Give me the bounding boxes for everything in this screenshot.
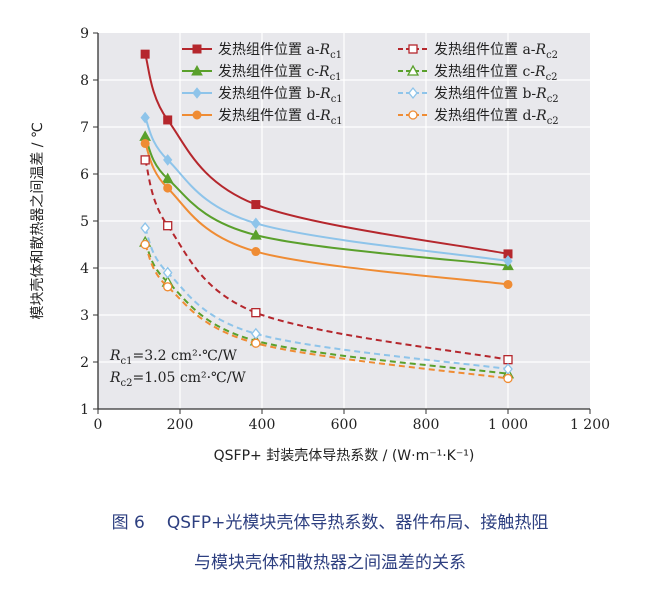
legend-marker: [408, 86, 418, 100]
caption-text-1: QSFP+光模块壳体导热系数、器件布局、接触热阻: [166, 513, 549, 533]
caption-text-2: 与模块壳体和散热器之间温差的关系: [194, 553, 466, 573]
legend-marker: [406, 64, 420, 76]
legend-label: 发热组件位置 c-Rc1: [218, 64, 342, 83]
legend-marker: [191, 64, 203, 76]
y-ticks: 1 2 3 4 5 6 7 8 9: [80, 26, 98, 418]
x-ticks: 0 200 400 600 800 1 000 1 200: [94, 409, 610, 433]
data-point: [503, 373, 513, 384]
series-line: [144, 159, 509, 361]
x-axis-label: QSFP+ 封装壳体导热系数 / (W·m⁻¹·K⁻¹): [214, 447, 475, 464]
legend-label: 发热组件位置 a-Rc2: [434, 42, 558, 61]
legend: 发热组件位置 a-Rc1 发热组件位置 c-Rc1 发热组件位置 b-Rc1 发热组件…: [182, 42, 559, 127]
figure-caption-line-2: 与模块壳体和散热器之间温差的关系: [0, 548, 660, 573]
y-tick-label: 9: [80, 26, 89, 42]
series-line: [144, 143, 509, 286]
series-2: [139, 130, 514, 271]
series-4: [140, 138, 513, 289]
data-point: [503, 279, 513, 289]
y-axis-label: 模块壳体和散热器之间温差 / ℃: [29, 122, 46, 319]
data-point: [251, 200, 261, 210]
series-line: [144, 53, 509, 255]
y-tick-label: 3: [80, 308, 89, 324]
x-tick-label: 800: [413, 417, 440, 433]
legend-item: 发热组件位置 d-Rc2: [398, 108, 559, 127]
legend-item: 发热组件位置 a-Rc2: [398, 42, 558, 61]
data-point: [251, 307, 261, 318]
data-point: [140, 155, 150, 165]
series-line: [144, 244, 509, 380]
x-tick-label: 0: [94, 417, 103, 433]
y-tick-label: 8: [80, 73, 89, 89]
series-5: [140, 155, 513, 365]
x-tick-label: 1 000: [488, 417, 528, 433]
data-point: [140, 49, 150, 59]
y-tick-label: 1: [80, 402, 89, 418]
legend-item: 发热组件位置 b-Rc1: [182, 86, 343, 105]
data-point: [140, 222, 150, 235]
line-chart: 0 200 400 600 800 1 000 1 200 1 2 3 4 5 6 7 8 9 发热组件位置…: [29, 26, 610, 464]
y-tick-label: 2: [80, 355, 89, 371]
legend-marker: [192, 44, 202, 54]
y-tick-label: 4: [80, 261, 89, 277]
legend-label: 发热组件位置 d-Rc1: [218, 108, 343, 127]
legend-label: 发热组件位置 a-Rc1: [218, 42, 342, 61]
annotation-text: Rc2=1.05 cm²·℃/W: [109, 370, 246, 389]
x-tick-label: 200: [167, 417, 194, 433]
x-tick-label: 400: [249, 417, 276, 433]
data-point: [251, 247, 261, 257]
legend-item: 发热组件位置 c-Rc2: [398, 64, 558, 83]
legend-label: 发热组件位置 b-Rc2: [434, 86, 559, 105]
series-3: [140, 111, 513, 267]
series-layer: [139, 49, 515, 384]
y-tick-label: 7: [80, 120, 89, 136]
grid: [98, 33, 590, 409]
data-point: [162, 266, 173, 279]
legend-label: 发热组件位置 c-Rc2: [434, 64, 558, 83]
legend-item: 发热组件位置 b-Rc2: [398, 86, 559, 105]
x-tick-label: 1 200: [570, 417, 610, 433]
legend-item: 发热组件位置 a-Rc1: [182, 42, 342, 61]
series-line: [144, 135, 509, 267]
series-8: [140, 239, 513, 384]
legend-marker: [192, 87, 202, 99]
annotation-text: Rc1=3.2 cm²·℃/W: [109, 348, 238, 367]
data-point: [251, 217, 261, 230]
data-point: [503, 255, 513, 267]
data-point: [251, 338, 261, 348]
legend-marker: [408, 110, 418, 120]
data-point: [140, 138, 150, 148]
data-point: [140, 239, 150, 250]
series-line: [144, 241, 509, 375]
y-tick-label: 6: [80, 167, 89, 183]
series-1: [140, 49, 513, 259]
data-point: [503, 354, 513, 365]
legend-label: 发热组件位置 b-Rc1: [218, 86, 343, 105]
legend-marker: [192, 110, 202, 120]
series-line: [144, 227, 509, 371]
data-point: [163, 221, 173, 231]
y-tick-label: 5: [80, 214, 89, 230]
legend-item: 发热组件位置 c-Rc1: [182, 64, 342, 83]
legend-marker: [408, 44, 418, 54]
annotations: Rc1=3.2 cm²·℃/W Rc2=1.05 cm²·℃/W: [109, 348, 246, 389]
legend-label: 发热组件位置 d-Rc2: [434, 108, 559, 127]
series-line: [144, 117, 509, 262]
data-point: [163, 154, 173, 166]
data-point: [163, 183, 173, 193]
legend-item: 发热组件位置 d-Rc1: [182, 108, 343, 127]
data-point: [161, 172, 174, 184]
figure-caption-line-1: 图 6 QSFP+光模块壳体导热系数、器件布局、接触热阻: [0, 508, 660, 533]
data-point: [163, 282, 173, 292]
figure-number: 图 6: [111, 513, 145, 533]
data-point: [140, 111, 150, 124]
x-tick-label: 600: [331, 417, 358, 433]
data-point: [163, 115, 173, 125]
data-point: [250, 229, 262, 240]
